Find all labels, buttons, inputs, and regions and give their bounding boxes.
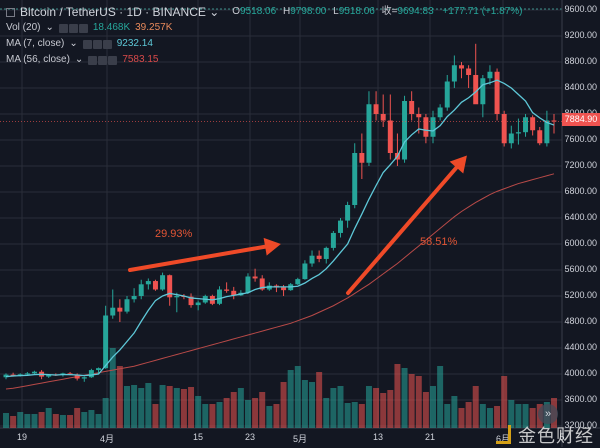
time-tick: 4月 <box>99 434 115 444</box>
price-tick: 7600.00 <box>564 134 597 144</box>
watermark-logo-icon <box>496 425 511 444</box>
gear-icon[interactable] <box>98 55 108 65</box>
time-tick: 15 <box>192 432 204 442</box>
price-tick: 5600.00 <box>564 264 597 274</box>
indicator-controls[interactable] <box>88 55 118 65</box>
price-tick: 3600.00 <box>564 394 597 404</box>
time-tick: 23 <box>244 432 256 442</box>
price-tick: 4400.00 <box>564 342 597 352</box>
symbol-row: Bitcoin / TetherUS · 1D · BINANCE ⌄ O951… <box>6 4 522 20</box>
time-tick: 13 <box>372 432 384 442</box>
eye-icon[interactable] <box>58 23 68 33</box>
price-tick: 6400.00 <box>564 212 597 222</box>
scroll-to-realtime-button[interactable]: » <box>538 404 558 424</box>
price-tick: 5200.00 <box>564 290 597 300</box>
indicator-name[interactable]: Vol (20) <box>6 22 41 33</box>
price-tick: 9600.00 <box>564 4 597 14</box>
collapse-icon[interactable] <box>6 7 15 17</box>
close-icon[interactable] <box>102 39 112 49</box>
price-tick: 7200.00 <box>564 160 597 170</box>
close-icon[interactable] <box>78 23 88 33</box>
indicator-name[interactable]: MA (56, close) <box>6 54 70 65</box>
gear-icon[interactable] <box>92 39 102 49</box>
time-tick: 19 <box>16 432 28 442</box>
indicator-ma7: MA (7, close) ⌄ 9232.14 <box>6 36 522 52</box>
time-tick: 5 <box>559 432 565 442</box>
indicator-ma56: MA (56, close) ⌄ 7583.15 <box>6 52 522 68</box>
price-tick: 6800.00 <box>564 186 597 196</box>
gain-annotation-1: 29.93% <box>155 228 193 240</box>
time-tick: 5月 <box>292 434 308 444</box>
price-tick: 8800.00 <box>564 56 597 66</box>
time-tick: 21 <box>424 432 436 442</box>
indicator-vol: Vol (20) ⌄ 18.468K 39.257K <box>6 20 522 36</box>
price-tick: 9200.00 <box>564 30 597 40</box>
eye-icon[interactable] <box>82 39 92 49</box>
price-tick: 8400.00 <box>564 82 597 92</box>
time-tick: 6月 <box>495 434 511 444</box>
indicator-controls[interactable] <box>82 39 112 49</box>
ohlc-values: O9518.06 H9798.00 L9518.06 收=9694.83 +17… <box>232 6 523 17</box>
price-tick: 3200.00 <box>564 420 597 430</box>
indicator-name[interactable]: MA (7, close) <box>6 38 65 49</box>
watermark: 金色财经 <box>518 426 594 446</box>
gain-annotation-2: 58.51% <box>420 236 458 248</box>
price-tick: 4800.00 <box>564 316 597 326</box>
chart-legend: Bitcoin / TetherUS · 1D · BINANCE ⌄ O951… <box>6 4 522 68</box>
close-icon[interactable] <box>108 55 118 65</box>
indicator-controls[interactable] <box>58 23 88 33</box>
gear-icon[interactable] <box>68 23 78 33</box>
symbol-name[interactable]: Bitcoin / TetherUS · 1D · BINANCE ⌄ <box>20 5 220 19</box>
current-price-tag: 7884.90 <box>562 113 600 126</box>
price-tick: 4000.00 <box>564 368 597 378</box>
eye-icon[interactable] <box>88 55 98 65</box>
price-tick: 6000.00 <box>564 238 597 248</box>
